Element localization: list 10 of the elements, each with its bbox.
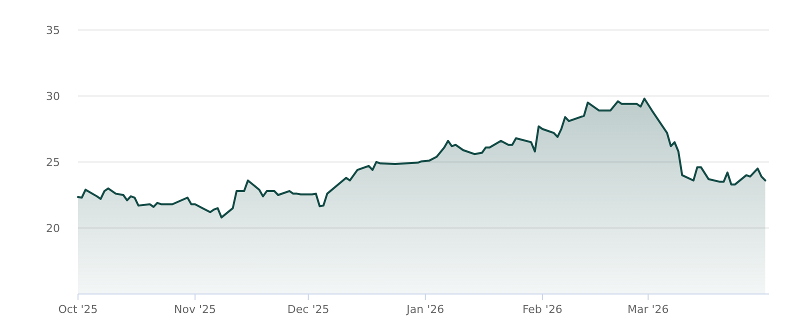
y-tick-label: 35 [46,24,60,37]
y-tick-label: 25 [46,156,60,169]
x-tick-label: Jan '26 [406,303,444,316]
x-tick-label: Oct '25 [58,303,98,316]
x-tick-label: Dec '25 [287,303,330,316]
x-tick-label: Nov '25 [174,303,216,316]
x-tick-label: Feb '26 [522,303,562,316]
y-tick-label: 20 [46,222,60,235]
x-tick-label: Mar '26 [628,303,669,316]
y-tick-label: 30 [46,90,60,103]
